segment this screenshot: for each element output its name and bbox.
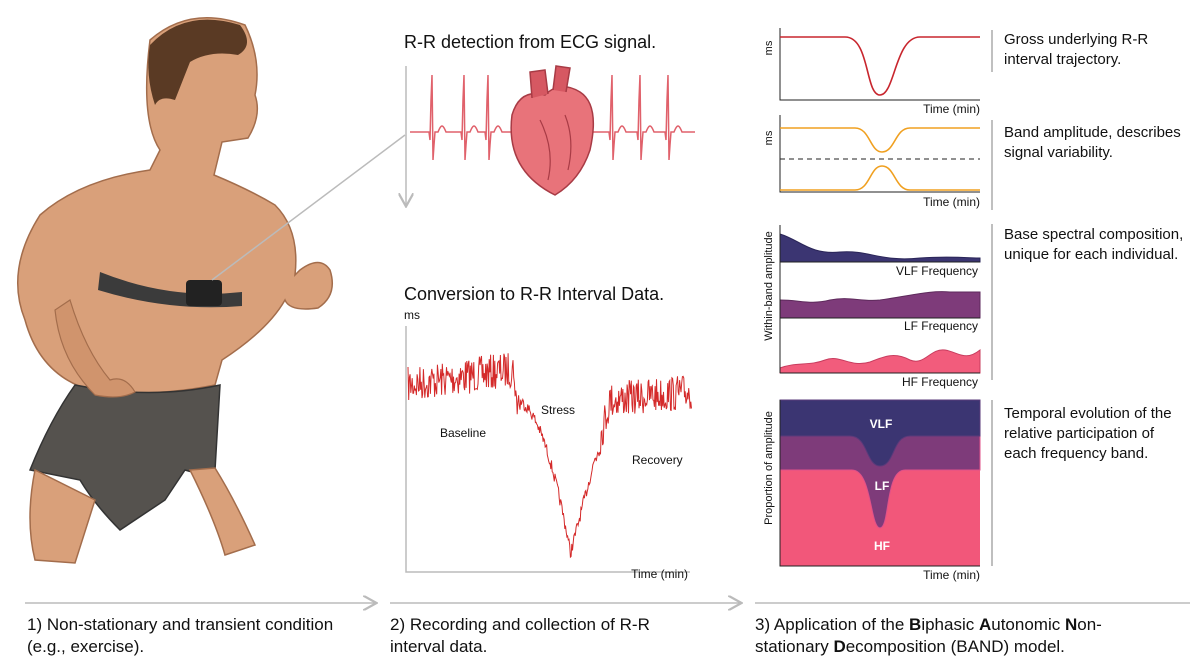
x-axis-label: Time (min) [923,568,980,582]
x-axis-label: Time (min) [923,195,980,209]
lf-area [779,291,981,319]
description: Band amplitude, describes signal variabi… [1004,124,1181,161]
band-label: VLF [870,417,893,431]
hf-area [779,348,981,374]
amplitude-upper [780,127,980,153]
caption: stationary Decomposition (BAND) model. [755,637,1065,656]
phase-label: Recovery [632,453,683,467]
phase-label: Stress [541,403,575,417]
band-label: LF [875,479,890,493]
band-label: VLF Frequency [896,264,978,278]
axes [779,400,980,567]
caption: (e.g., exercise). [27,637,144,656]
ecg-title: R-R detection from ECG signal. [404,32,656,52]
band-label: HF [874,539,890,553]
description: Gross underlying R-R interval trajectory… [1004,31,1149,68]
trajectory-curve [780,36,980,96]
band-label: LF Frequency [904,319,978,333]
x-axis-label: Time (min) [923,102,980,116]
heart-illustration [510,65,595,196]
vlf-area [779,233,981,263]
connector-line [211,134,406,281]
phase-label: Baseline [440,426,486,440]
y-axis-label: Within-band amplitude [763,231,775,340]
amplitude-lower [780,165,980,191]
rr-title: Conversion to R-R Interval Data. [404,284,664,304]
y-axis-label: ms [763,130,775,145]
axes [779,115,980,193]
y-axis-label: ms [404,308,420,322]
band-label: HF Frequency [902,375,978,389]
caption: interval data. [390,637,487,656]
caption: 1) Non-stationary and transient conditio… [27,615,333,634]
x-axis-label: Time (min) [631,567,688,581]
vlf-region [779,399,981,467]
axes [779,28,980,101]
y-axis-label: ms [763,40,775,55]
description: Temporal evolution of the relative parti… [1004,405,1172,462]
y-axis-label: Proportion of amplitude [763,411,775,525]
rr-signal [407,353,692,559]
axes [405,326,690,573]
caption: 2) Recording and collection of R-R [390,615,650,634]
description: Base spectral composition, unique for ea… [1004,226,1184,263]
caption: 3) Application of the Biphasic Autonomic… [755,615,1102,634]
runner-illustration [16,16,333,564]
